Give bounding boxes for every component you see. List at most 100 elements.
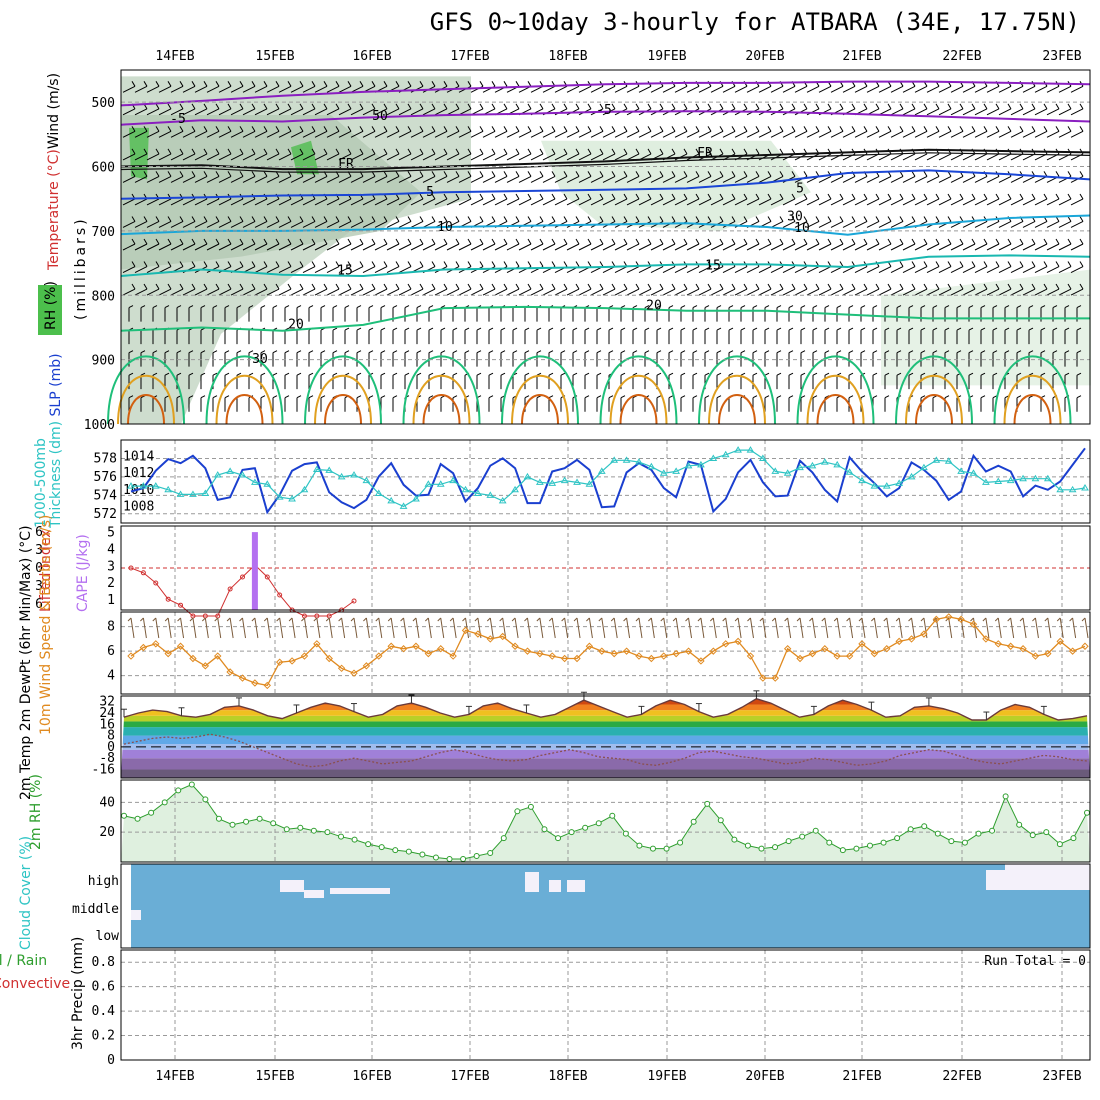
wind-barb [338,130,352,138]
wind-barb [776,395,782,399]
wind-barb [239,261,244,267]
wind-barb [884,372,890,376]
surface-wind-barb [1056,617,1061,622]
wind-barb [503,193,508,200]
wind-barb [959,103,964,110]
wind-barb [767,148,772,155]
wind-barb [227,126,232,132]
y-tick-label: 578 [94,451,117,466]
wind-barb [764,327,770,331]
wind-barb [779,171,784,177]
wind-speed-marker [808,649,817,658]
wind-barb [167,238,172,245]
surface-wind-barb [462,617,466,622]
wind-barb [710,243,724,251]
wind-barb [854,288,868,296]
y-tick-label: 1000 [84,418,115,433]
y-tick-label: middle [72,902,119,917]
warm-contour [905,374,963,425]
wind-barb [287,81,292,87]
wind-barb [386,266,400,273]
thickness-marker [387,496,396,504]
wind-barb [734,288,748,296]
wind-barb [668,372,674,376]
wind-barb [338,288,352,296]
wind-barb [206,288,220,296]
surface-wind-barb [725,617,730,639]
wind-barb [986,153,1000,161]
wind-barb [452,372,458,376]
wind-barb [287,216,292,222]
cape-bar [251,532,258,610]
wind-barb [578,153,592,161]
surface-wind-barb [610,617,615,622]
wind-barb [602,85,616,93]
wind-barb [266,175,280,183]
wind-barb [956,305,962,309]
wind-barb [914,130,928,138]
wind-barb [755,216,760,222]
wind-barb [938,153,952,161]
wind-barb [695,171,700,177]
wind-barb [491,81,496,87]
wind-barb [950,198,964,206]
wind-barb [182,243,196,251]
wind-barb [362,288,376,296]
wind-barb [611,126,616,132]
rh-marker [338,833,345,840]
wind-barb [212,350,218,354]
wind-barb [239,103,244,110]
wind-barb [770,198,784,206]
wind-barb [539,103,544,110]
wind-barb [467,103,472,110]
wind-barb [818,221,832,228]
rh-marker [731,836,738,843]
wind-barb [338,153,352,161]
panel-frame [120,949,1091,1061]
temp-band [121,769,1090,778]
wind-barb [764,395,770,399]
wind-barb [359,148,364,155]
surface-wind-barb [886,617,891,639]
surface-wind-barb [985,617,990,639]
wind-barb [1031,193,1036,200]
wind-barb [371,216,376,222]
wind-barb [362,198,376,206]
wind-barb [455,81,460,87]
y-tick-label: -16 [92,763,115,778]
wind-barb [374,266,388,273]
wind-barb [407,216,412,222]
wind-barb [791,171,796,177]
wind-barb [587,171,592,177]
wind-barb [551,216,556,222]
wind-barb [158,198,172,206]
wind-barb [887,193,892,200]
thickness-marker [312,465,321,473]
wind-barb [890,175,904,183]
wind-barb [758,175,772,183]
wind-barb [1043,103,1048,110]
wind-speed-marker [226,668,234,676]
wind-barb [830,85,844,93]
surface-wind-barb [1059,617,1064,639]
wind-barb [1007,261,1012,267]
wind-barb [575,193,580,200]
wind-barb [530,85,544,93]
wind-barb [560,350,566,354]
cloud-gap [304,890,324,898]
wind-barb [275,238,280,245]
wind-barb [335,283,340,290]
wind-barb [1067,283,1072,290]
wind-barb [368,350,374,354]
wind-barb [707,103,712,110]
wind-barb [542,198,556,206]
wind-speed-marker [709,647,718,655]
wind-barb [839,238,844,245]
rh-marker [161,799,168,806]
wind-barb [788,305,794,309]
wind-barb [152,350,158,354]
date-label-top: 20FEB [745,49,784,64]
wind-barb [983,193,988,200]
wind-barb [134,175,148,183]
wind-speed-marker [907,635,916,643]
